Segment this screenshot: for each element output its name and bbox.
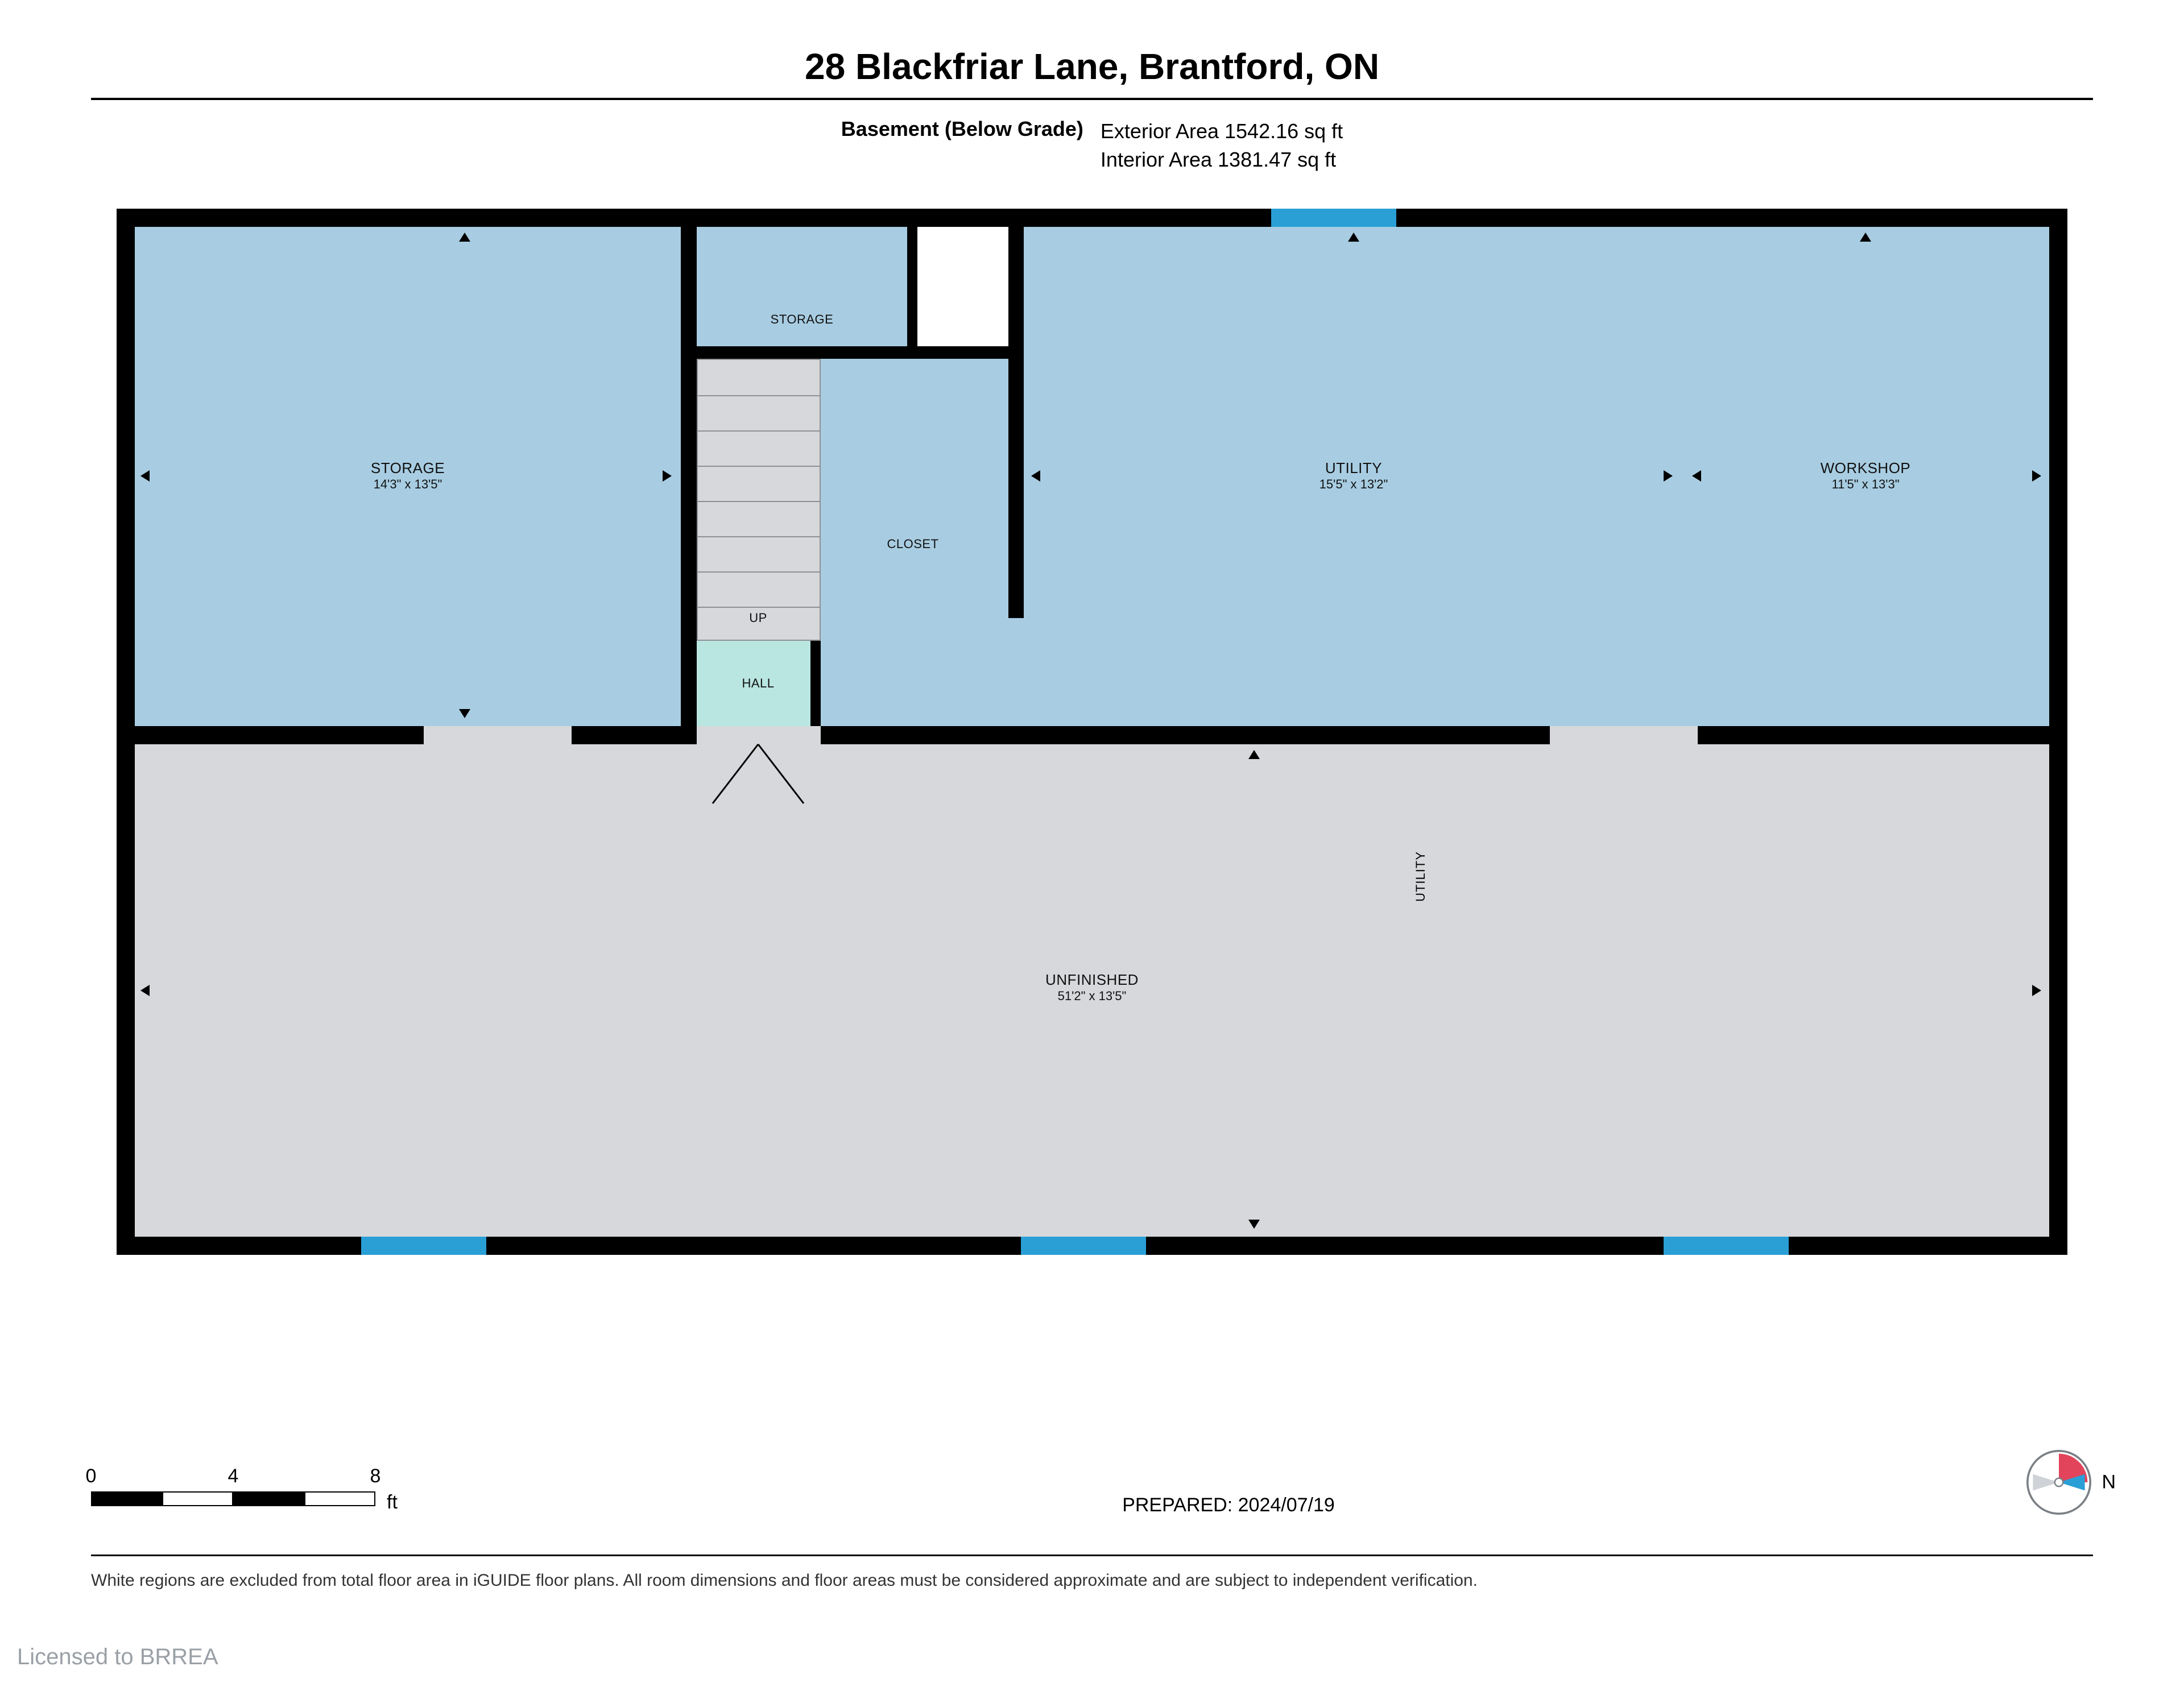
title-rule bbox=[91, 98, 2093, 100]
exterior-area: Exterior Area 1542.16 sq ft bbox=[1101, 117, 1343, 146]
arr-utility-right bbox=[1664, 470, 1673, 482]
label-closet: CLOSET bbox=[887, 537, 938, 552]
scale-tick-2: 8 bbox=[370, 1465, 381, 1487]
scale-seg-2 bbox=[233, 1491, 304, 1506]
arr-unf-bottom bbox=[1248, 1220, 1260, 1229]
arr-workshop-right bbox=[2032, 470, 2041, 482]
compass-n-label: N bbox=[2102, 1472, 2116, 1494]
stair-up-label: UP bbox=[749, 611, 767, 625]
area-info: Exterior Area 1542.16 sq ft Interior Are… bbox=[1101, 117, 1343, 175]
room-storage2 bbox=[697, 227, 907, 346]
page-title: 28 Blackfriar Lane, Brantford, ON bbox=[91, 45, 2093, 88]
arr-unf-top bbox=[1248, 750, 1260, 759]
arr-workshop-left bbox=[1692, 470, 1701, 482]
license-text: Licensed to BRREA bbox=[17, 1644, 218, 1670]
subheader: Basement (Below Grade) Exterior Area 154… bbox=[91, 117, 2093, 175]
arr-storage-right bbox=[663, 470, 672, 482]
arr-workshop-top bbox=[1860, 233, 1871, 242]
disclaimer-text: White regions are excluded from total fl… bbox=[91, 1571, 2093, 1590]
floor-plan: UP STORAGE14'3" x 13'5" STORAGE CLOSET UTIL… bbox=[117, 209, 2067, 1255]
door-swing bbox=[758, 744, 858, 820]
floor-plan-page: 28 Blackfriar Lane, Brantford, ON Baseme… bbox=[0, 0, 2184, 1687]
arr-utility-left bbox=[1031, 470, 1040, 482]
wall-mid bbox=[135, 726, 2049, 744]
footer-row: 048ft PREPARED: 2024/07/19 N bbox=[91, 1448, 2093, 1516]
interior-area: Interior Area 1381.47 sq ft bbox=[1101, 146, 1343, 174]
scale-tick-1: 4 bbox=[228, 1465, 239, 1487]
arr-storage-bottom bbox=[459, 709, 470, 718]
level-label: Basement (Below Grade) bbox=[841, 117, 1083, 175]
scale-bar: 048ft bbox=[91, 1465, 432, 1516]
label-storage: STORAGE14'3" x 13'5" bbox=[371, 459, 445, 492]
prepared-date: PREPARED: 2024/07/19 bbox=[432, 1494, 2025, 1516]
label-storage2: STORAGE bbox=[771, 312, 834, 327]
scale-seg-3 bbox=[304, 1491, 375, 1506]
arr-utility-top bbox=[1348, 233, 1359, 242]
opening-mid-0 bbox=[424, 726, 572, 744]
scale-tick-0: 0 bbox=[86, 1465, 97, 1487]
window-bottom-2 bbox=[1664, 1237, 1789, 1255]
opening-mid-2 bbox=[1550, 726, 1698, 744]
label-hall: HALL bbox=[742, 676, 774, 691]
label-utility: UTILITY15'5" x 13'2" bbox=[1320, 459, 1388, 492]
label-unfinished: UNFINISHED51'2" x 13'5" bbox=[1045, 971, 1139, 1004]
arr-storage-left bbox=[140, 470, 150, 482]
arr-unf-right bbox=[2032, 985, 2041, 996]
window-bottom-0 bbox=[361, 1237, 486, 1255]
label-workshop: WORKSHOP11'5" x 13'3" bbox=[1821, 459, 1911, 492]
scale-seg-0 bbox=[91, 1491, 162, 1506]
opening-mid-1 bbox=[697, 726, 821, 744]
opening-closet bbox=[1008, 618, 1024, 726]
arr-unf-left bbox=[140, 985, 150, 996]
wall-int-0 bbox=[681, 227, 697, 726]
wall-left bbox=[117, 209, 135, 1255]
window-top-0 bbox=[1271, 209, 1396, 227]
utility-side-label: UTILITY bbox=[1413, 851, 1428, 902]
window-bottom-1 bbox=[1021, 1237, 1146, 1255]
compass-icon: N bbox=[2025, 1448, 2093, 1516]
scale-seg-1 bbox=[162, 1491, 233, 1506]
wall-right bbox=[2049, 209, 2067, 1255]
wall-top bbox=[117, 209, 2067, 227]
disclaimer-rule bbox=[91, 1555, 2093, 1556]
scale-unit: ft bbox=[387, 1491, 398, 1514]
stairs bbox=[697, 359, 821, 641]
wall-int-4 bbox=[907, 227, 917, 347]
wall-int-1 bbox=[697, 346, 1021, 359]
arr-storage-top bbox=[459, 233, 470, 242]
